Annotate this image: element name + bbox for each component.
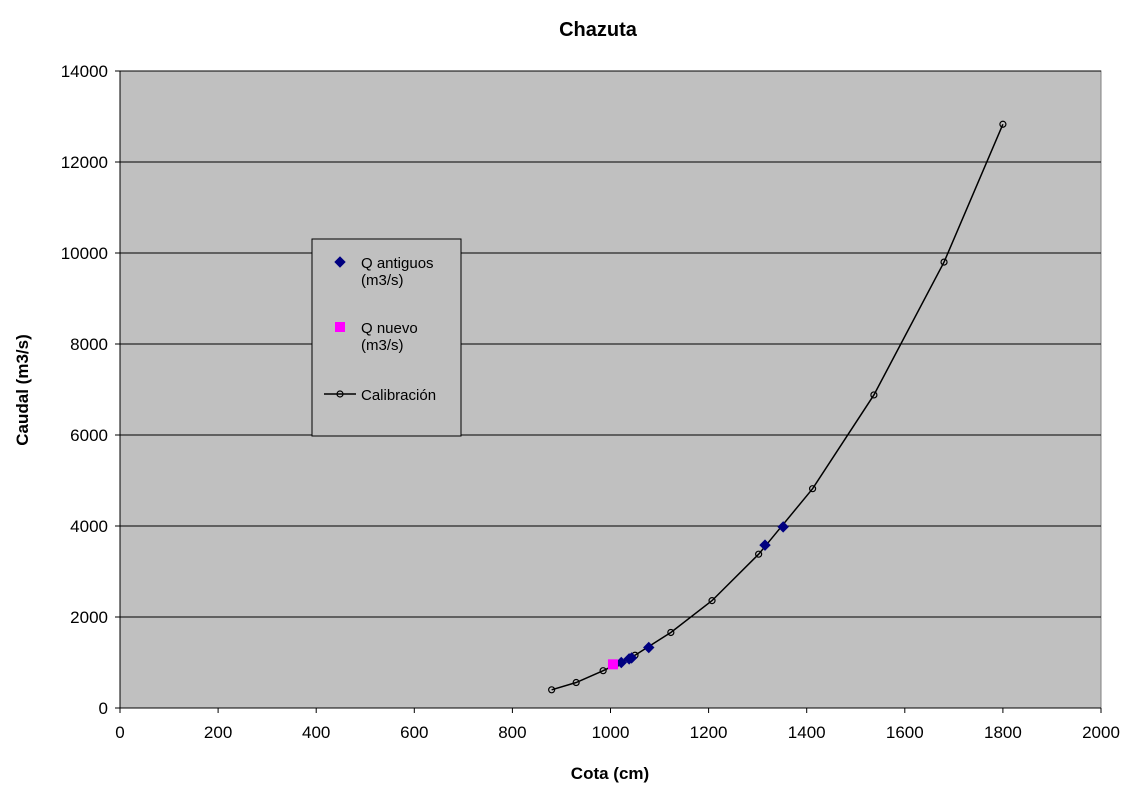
- data-point-q-antiguos-m3-s: [643, 641, 655, 654]
- x-tick-label: 0: [115, 723, 124, 742]
- data-point-q-nuevo-m3-s: [607, 659, 618, 670]
- data-marks: [548, 120, 1007, 694]
- x-tick-label: 1000: [592, 723, 630, 742]
- data-point-q-antiguos-m3-s: [615, 656, 627, 669]
- x-tick-label: 2000: [1082, 723, 1120, 742]
- legend-marker: [336, 390, 344, 398]
- legend-label: (m3/s): [361, 272, 404, 289]
- y-tick-label: 14000: [61, 62, 108, 81]
- x-tick-label: 1600: [886, 723, 924, 742]
- y-tick-label: 0: [99, 699, 108, 718]
- data-point-calibraci-n: [999, 120, 1007, 128]
- y-tick-label: 6000: [70, 426, 108, 445]
- y-tick-label: 2000: [70, 608, 108, 627]
- gridlines: [120, 70, 1101, 618]
- legend-label: Q nuevo: [361, 320, 418, 337]
- x-tick-label: 1800: [984, 723, 1022, 742]
- chart-title: Chazuta: [559, 19, 638, 41]
- data-point-calibraci-n: [755, 550, 763, 558]
- legend-marker: [334, 256, 346, 268]
- x-tick-label: 1200: [690, 723, 728, 742]
- data-point-calibraci-n: [808, 485, 817, 493]
- plot-area: [119, 70, 1102, 709]
- x-axis-label: Cota (cm): [571, 764, 649, 783]
- legend-label: Calibración: [361, 387, 436, 404]
- legend-box: [311, 238, 462, 437]
- legend-label: Q antiguos: [361, 255, 434, 272]
- legend: Q antiguos(m3/s)Q nuevo(m3/s)Calibración: [311, 238, 462, 437]
- data-point-calibraci-n: [572, 678, 580, 687]
- data-point-calibraci-n: [599, 667, 607, 675]
- legend-marker: [335, 322, 345, 332]
- y-tick-label: 10000: [61, 244, 108, 263]
- data-point-q-antiguos-m3-s: [759, 539, 771, 551]
- x-tick-label: 400: [302, 723, 330, 742]
- data-point-q-antiguos-m3-s: [777, 521, 789, 533]
- data-point-q-antiguos-m3-s: [625, 652, 638, 664]
- x-tick-label: 200: [204, 723, 232, 742]
- data-point-calibraci-n: [708, 597, 716, 605]
- data-point-calibraci-n: [667, 628, 675, 637]
- y-axis-label: Caudal (m3/s): [13, 334, 32, 445]
- legend-label: (m3/s): [361, 337, 404, 354]
- y-tick-label: 8000: [70, 335, 108, 354]
- x-tick-label: 800: [498, 723, 526, 742]
- series-line-calibraci-n: [551, 123, 1004, 691]
- data-point-calibraci-n: [940, 258, 948, 266]
- data-point-calibraci-n: [870, 391, 878, 399]
- y-tick-label: 4000: [70, 517, 108, 536]
- x-tick-label: 600: [400, 723, 428, 742]
- axes: 0 2000 4000 6000 8000 10000 12000 14000 0 200 400 6…: [61, 62, 1120, 742]
- x-tick-label: 1400: [788, 723, 826, 742]
- data-point-calibraci-n: [548, 686, 556, 694]
- y-tick-label: 12000: [61, 153, 108, 172]
